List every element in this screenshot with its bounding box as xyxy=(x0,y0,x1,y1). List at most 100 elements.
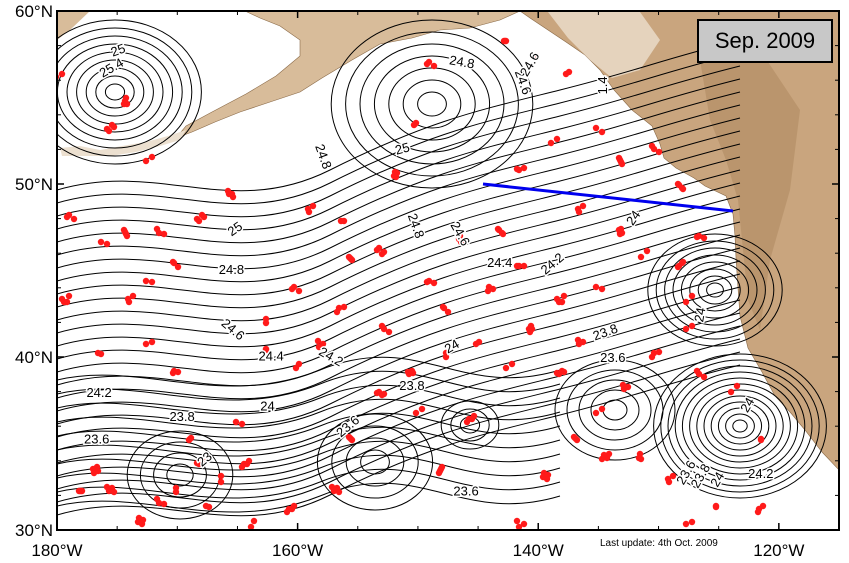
contour-line xyxy=(57,91,741,244)
float-marker xyxy=(142,157,150,165)
float-marker xyxy=(754,508,762,516)
eddy-contour xyxy=(689,268,741,312)
eddy-contour xyxy=(696,389,784,463)
float-marker xyxy=(682,298,690,306)
contour-line xyxy=(57,364,741,517)
float-marker xyxy=(520,164,528,172)
eddy-contour xyxy=(153,452,207,498)
float-marker xyxy=(600,451,608,459)
lon-tick-label: 140°W xyxy=(513,541,564,560)
contour-label: 23.8 xyxy=(399,378,424,393)
float-marker xyxy=(679,185,687,193)
eddy-contour xyxy=(417,91,447,117)
float-marker xyxy=(250,517,258,525)
contour-line xyxy=(57,398,561,429)
contour-line xyxy=(57,221,741,374)
contour-line xyxy=(57,299,741,452)
lat-tick-label: 60°N xyxy=(15,2,53,21)
contour-line xyxy=(57,440,561,471)
eddy-contour xyxy=(85,67,145,117)
float-marker xyxy=(423,60,431,68)
float-marker xyxy=(423,278,431,286)
eddy-contour xyxy=(706,282,724,298)
float-marker xyxy=(314,337,322,345)
float-marker xyxy=(195,217,203,225)
contour-label: 24.2 xyxy=(86,385,111,400)
float-marker xyxy=(148,338,156,346)
float-marker xyxy=(160,500,168,508)
contour-line xyxy=(57,52,741,205)
float-marker xyxy=(442,353,450,361)
contour-line xyxy=(57,156,741,309)
eddy-contour xyxy=(345,31,519,177)
float-marker xyxy=(675,262,683,270)
float-marker xyxy=(592,124,600,132)
mountain-shade xyxy=(700,50,800,330)
contour-line xyxy=(57,143,741,296)
float-marker xyxy=(340,303,348,311)
eddy-contour xyxy=(360,449,390,475)
float-marker xyxy=(664,475,672,483)
contour-line xyxy=(57,78,741,231)
float-marker xyxy=(553,135,561,143)
float-marker xyxy=(240,460,248,468)
eddy-contour xyxy=(578,379,652,441)
float-marker xyxy=(174,263,182,271)
eddy-contour xyxy=(660,359,820,493)
float-marker xyxy=(655,148,663,156)
float-marker xyxy=(129,292,137,300)
float-marker xyxy=(75,487,83,495)
float-marker xyxy=(153,495,161,503)
float-marker xyxy=(574,205,582,213)
float-marker xyxy=(97,350,105,358)
float-marker xyxy=(615,226,623,234)
lat-tick-label: 30°N xyxy=(15,521,53,540)
float-marker xyxy=(430,62,438,70)
float-marker xyxy=(430,279,438,287)
eddy-contour xyxy=(330,19,534,189)
eddy-contour xyxy=(710,401,770,451)
float-marker xyxy=(103,240,111,248)
contour-line xyxy=(57,426,561,457)
float-marker xyxy=(560,368,568,376)
eddy-contour xyxy=(331,425,419,499)
contour-label: 25 xyxy=(109,40,128,59)
float-marker xyxy=(624,383,632,391)
float-marker xyxy=(290,502,298,510)
contour-label: 24.8 xyxy=(448,52,476,71)
float-marker xyxy=(675,181,683,189)
float-marker xyxy=(288,285,296,293)
lat-tick-label: 50°N xyxy=(15,175,53,194)
float-marker xyxy=(636,450,644,458)
float-marker xyxy=(592,409,600,417)
contour-label: 23.8 xyxy=(169,409,194,424)
float-marker xyxy=(135,514,143,522)
float-marker xyxy=(495,226,503,234)
eddy-contour xyxy=(697,275,733,305)
float-marker xyxy=(669,472,677,480)
float-marker xyxy=(513,165,521,173)
float-marker xyxy=(380,248,388,256)
float-marker xyxy=(513,517,521,525)
float-marker xyxy=(688,292,696,300)
float-marker xyxy=(682,325,690,333)
float-marker xyxy=(232,418,240,426)
float-marker xyxy=(217,478,225,486)
float-marker xyxy=(727,388,735,396)
float-marker xyxy=(605,450,613,458)
contour-label: 25 xyxy=(393,139,411,157)
float-marker xyxy=(637,455,645,463)
contour-line xyxy=(57,39,741,192)
float-marker xyxy=(592,283,600,291)
float-marker xyxy=(60,298,68,306)
eddy-contour xyxy=(674,371,806,481)
contour-line xyxy=(57,325,741,478)
float-marker xyxy=(615,154,623,162)
contour-line xyxy=(57,208,741,361)
float-marker xyxy=(560,292,568,300)
float-marker xyxy=(153,225,161,233)
float-marker xyxy=(759,502,767,510)
float-marker xyxy=(598,128,606,136)
float-marker xyxy=(90,469,98,477)
float-marker xyxy=(160,230,168,238)
